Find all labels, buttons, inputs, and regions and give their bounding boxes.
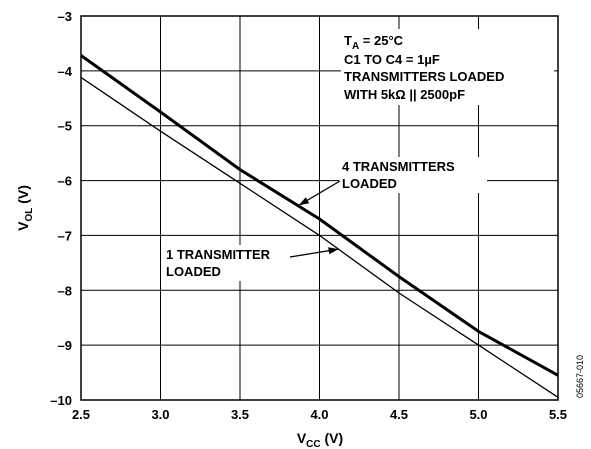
condition-load-line1: TRANSMITTERS LOADED: [344, 69, 504, 84]
x-tick-label: 2.5: [72, 407, 90, 422]
condition-capacitors: C1 TO C4 = 1µF: [344, 52, 440, 67]
x-tick-label: 4.0: [310, 407, 328, 422]
label-1-transmitter-line2: LOADED: [166, 264, 221, 279]
leader-4-transmitters-head: [298, 197, 310, 206]
y-tick-label: –7: [58, 228, 72, 243]
y-tick-label: –9: [58, 338, 72, 353]
y-tick-label: –6: [58, 174, 72, 189]
x-tick-labels: 2.5 3.0 3.5 4.0 4.5 5.0 5.5: [72, 407, 567, 422]
test-conditions-note: TA = 25°C C1 TO C4 = 1µF TRANSMITTERS LO…: [344, 33, 504, 102]
series-line-1: [80, 76, 559, 398]
y-tick-label: –10: [50, 393, 72, 408]
label-4-transmitters-line2: LOADED: [342, 176, 397, 191]
y-axis-title: VOL (V): [15, 185, 35, 231]
x-tick-label: 5.0: [469, 407, 487, 422]
series-line-0: [80, 54, 559, 377]
series-annotations: 4 TRANSMITTERS LOADED 1 TRANSMITTER LOAD…: [166, 159, 455, 279]
x-tick-label: 4.5: [390, 407, 408, 422]
annotation-leaders: [289, 180, 341, 258]
annotation-background-1: [339, 157, 487, 193]
condition-ta: TA = 25°C: [344, 33, 404, 52]
series-group: [80, 54, 559, 398]
x-tick-label: 5.5: [549, 407, 567, 422]
leader-1-transmitter-head: [328, 247, 339, 255]
y-tick-labels: –3 –4 –5 –6 –7 –8 –9 –10: [50, 9, 72, 408]
y-tick-label: –8: [58, 283, 72, 298]
condition-load-line2: WITH 5kΩ || 2500pF: [344, 87, 465, 102]
x-tick-label: 3.5: [231, 407, 249, 422]
plot-frame: [80, 15, 559, 401]
label-1-transmitter-line1: 1 TRANSMITTER: [166, 247, 271, 262]
annotation-background-0: [341, 29, 554, 105]
x-tick-label: 3.0: [151, 407, 169, 422]
annotation-background-2: [163, 245, 291, 281]
x-axis-title: VCC (V): [297, 430, 343, 449]
figure-id: 05667-010: [575, 355, 585, 398]
annotation-backgrounds: [163, 29, 554, 281]
y-tick-label: –3: [58, 9, 72, 24]
y-tick-label: –5: [58, 119, 72, 134]
y-tick-label: –4: [58, 64, 73, 79]
label-4-transmitters-line1: 4 TRANSMITTERS: [342, 159, 455, 174]
